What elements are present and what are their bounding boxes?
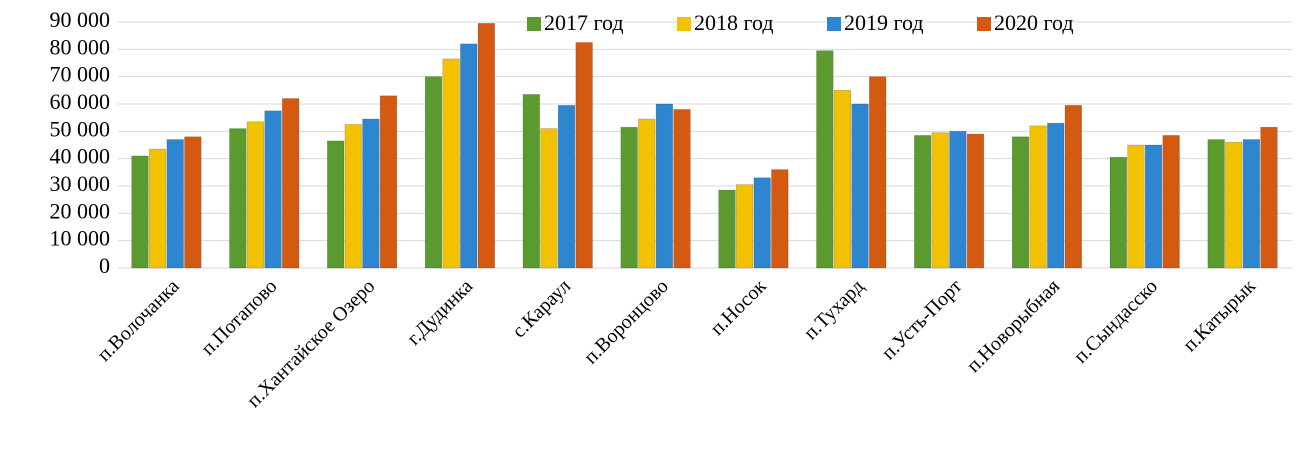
x-tick-label: п.Волочанка [93, 275, 184, 366]
bar [1207, 139, 1225, 269]
y-tick-label: 0 [99, 253, 110, 278]
legend-swatch [827, 17, 841, 31]
bar [229, 128, 247, 269]
bar [557, 105, 576, 269]
bar [522, 94, 540, 269]
x-tick-label: п.Воронцово [580, 275, 673, 368]
bar [460, 43, 478, 269]
bar [736, 184, 754, 269]
x-tick-label: с.Караул [508, 275, 575, 342]
bar [816, 50, 834, 269]
bar [655, 103, 673, 269]
bar [1162, 135, 1180, 269]
legend-swatch [977, 17, 991, 31]
x-tick-label: п.Усть-Порт [877, 275, 966, 364]
legend-swatch [677, 17, 691, 31]
bar [442, 58, 460, 269]
bar [966, 133, 985, 269]
x-tick-label: п.Катырык [1179, 275, 1260, 356]
x-tick-label: г.Дудинка [403, 275, 477, 349]
bar [264, 110, 282, 269]
bar [1225, 141, 1243, 269]
bar [718, 189, 736, 269]
bar [931, 132, 949, 269]
bar [166, 139, 184, 269]
x-tick-label: п.Сындасско [1070, 275, 1162, 367]
bar [540, 128, 558, 269]
bar [673, 109, 691, 269]
bar [1047, 122, 1065, 269]
bar [477, 23, 495, 269]
x-tick-label: п.Новорыбная [962, 275, 1064, 377]
y-tick-label: 30 000 [50, 171, 111, 196]
y-tick-label: 90 000 [50, 7, 111, 32]
bar [851, 103, 869, 269]
bar [753, 177, 771, 269]
bar [1144, 144, 1163, 269]
bar [869, 76, 887, 269]
x-tick-label: п.Носок [706, 275, 771, 340]
legend-label: 2019 год [844, 10, 924, 35]
bar [344, 124, 362, 269]
bar [1242, 139, 1260, 269]
bar [246, 121, 265, 269]
y-tick-label: 70 000 [50, 62, 111, 87]
bar [184, 136, 202, 269]
y-tick-label: 40 000 [50, 144, 111, 169]
legend-label: 2020 год [994, 10, 1074, 35]
y-tick-label: 10 000 [50, 226, 111, 251]
bar [771, 169, 789, 269]
legend-label: 2018 год [694, 10, 774, 35]
bar [638, 118, 656, 269]
bar [1260, 126, 1278, 269]
x-tick-label: п.Тухард [800, 275, 869, 344]
bar [914, 135, 932, 269]
bar [1127, 144, 1145, 269]
y-tick-label: 60 000 [50, 89, 111, 114]
bar [1109, 157, 1127, 269]
legend-swatch [527, 17, 541, 31]
y-tick-label: 50 000 [50, 116, 111, 141]
legend-label: 2017 год [544, 10, 624, 35]
bar [362, 118, 380, 269]
bar [1029, 125, 1047, 269]
bar [379, 95, 398, 269]
bar [833, 90, 852, 269]
bar [575, 42, 593, 269]
bar [949, 131, 967, 269]
bar [282, 98, 300, 269]
bar [1011, 136, 1030, 269]
bar [1064, 105, 1082, 269]
bar [131, 155, 149, 269]
bar [424, 76, 443, 269]
bar [620, 126, 638, 269]
bar [327, 140, 345, 269]
y-tick-label: 80 000 [50, 34, 111, 59]
bar [149, 148, 167, 269]
x-tick-label: п.Потапово [197, 275, 281, 359]
y-tick-label: 20 000 [50, 198, 111, 223]
